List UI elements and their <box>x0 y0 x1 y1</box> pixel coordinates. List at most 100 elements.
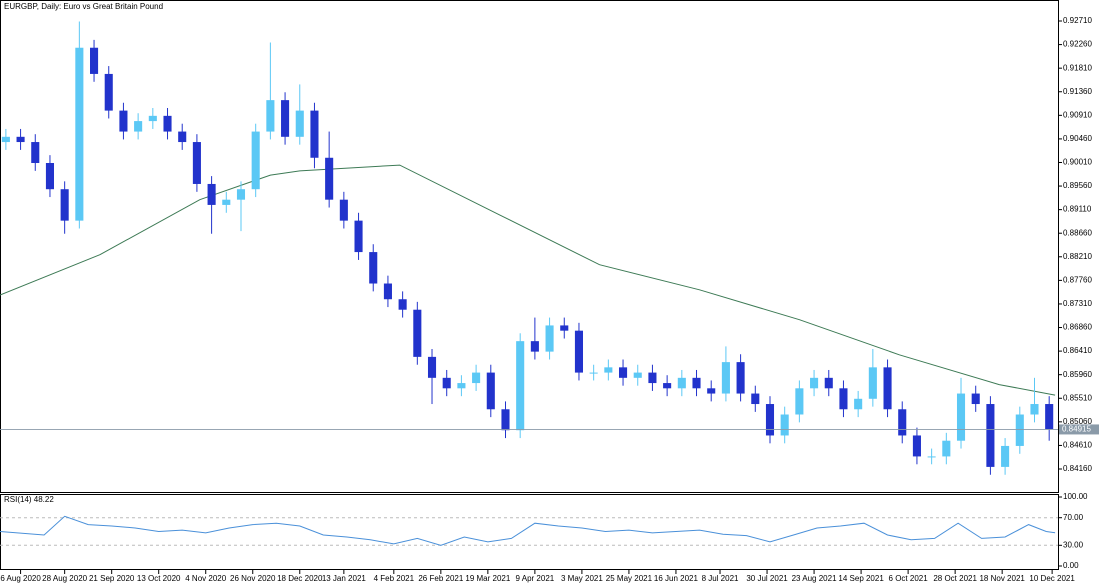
candle-body <box>707 388 716 394</box>
candle-body <box>486 372 495 410</box>
candle-body <box>619 367 628 378</box>
y-tick-label: 0.87310 <box>1063 299 1092 308</box>
candle-body <box>516 341 525 431</box>
last-price-label: 0.84915 <box>1062 425 1091 434</box>
x-tick-label: 21 Sep 2020 <box>89 574 135 583</box>
candle-body <box>148 115 157 122</box>
candle-body <box>163 115 172 132</box>
candle-body <box>854 398 863 410</box>
candle-body <box>824 377 833 389</box>
candle-body <box>883 367 892 410</box>
x-tick-label: 13 Jan 2021 <box>322 574 367 583</box>
candle-body <box>677 377 686 389</box>
candle-body <box>45 163 55 190</box>
candle-body <box>398 299 407 310</box>
y-tick-label: 0.84610 <box>1063 441 1092 450</box>
y-tick-label: 0.85960 <box>1063 370 1092 379</box>
candle-body <box>60 189 69 221</box>
candle-body <box>912 435 921 457</box>
candle-body <box>281 100 290 137</box>
candle-body <box>530 341 539 352</box>
x-tick-label: 4 Nov 2020 <box>185 574 226 583</box>
candle-body <box>956 393 966 441</box>
candle-body <box>369 252 378 284</box>
candle-body <box>472 372 481 384</box>
candle-body <box>765 404 775 436</box>
rsi-title: RSI(14) 48.22 <box>4 495 54 504</box>
candle-body <box>736 362 745 394</box>
candle-body <box>310 110 319 158</box>
y-tick-label: 0.85510 <box>1063 393 1092 402</box>
candle-body <box>986 404 995 467</box>
candle-body <box>383 283 392 300</box>
y-tick-label: 0.88660 <box>1063 228 1092 237</box>
y-tick-label: 0.90010 <box>1063 158 1092 167</box>
candle-body <box>427 356 437 378</box>
x-tick-label: 25 May 2021 <box>606 574 653 583</box>
candle-body <box>633 372 642 378</box>
x-tick-label: 18 Nov 2021 <box>979 574 1025 583</box>
candle-body <box>251 131 260 190</box>
candle-body <box>178 131 187 143</box>
x-tick-label: 28 Aug 2020 <box>42 574 87 583</box>
candle-body <box>810 377 819 389</box>
candle-body <box>1 136 10 143</box>
candle-body <box>134 121 143 132</box>
x-tick-label: 28 Oct 2021 <box>933 574 977 583</box>
candle-body <box>589 372 598 374</box>
candle-body <box>1015 414 1024 446</box>
candle-body <box>692 377 701 389</box>
candle-body <box>560 325 569 331</box>
candle-body <box>325 157 334 200</box>
candle-body <box>663 383 672 389</box>
last-price-box <box>1059 424 1099 435</box>
y-tick-label: 0.91360 <box>1063 87 1092 96</box>
x-tick-label: 13 Oct 2020 <box>137 574 181 583</box>
candle-body <box>222 199 231 205</box>
candle-body <box>574 330 584 373</box>
candle-body <box>942 440 951 457</box>
y-tick-label: 0.89110 <box>1063 205 1092 214</box>
candle-body <box>751 393 760 405</box>
candle-body <box>501 409 510 431</box>
candle-body <box>75 47 84 221</box>
candle-body <box>207 183 216 205</box>
y-tick-label: 30.00 <box>1063 540 1084 549</box>
x-tick-label: 26 Feb 2021 <box>418 574 463 583</box>
candle-body <box>721 362 730 394</box>
candle-body <box>795 388 804 415</box>
candle-body <box>1001 445 1010 467</box>
x-tick-label: 14 Sep 2021 <box>838 574 884 583</box>
price-panel <box>0 0 1059 493</box>
y-tick-label: 0.89560 <box>1063 181 1092 190</box>
y-tick-label: 70.00 <box>1063 513 1084 522</box>
candle-body <box>339 199 348 221</box>
candle-body <box>604 367 613 373</box>
x-tick-label: 16 Jun 2021 <box>654 574 699 583</box>
x-tick-label: 30 Jul 2021 <box>746 574 788 583</box>
y-tick-label: 100.00 <box>1063 492 1088 501</box>
x-tick-label: 23 Aug 2021 <box>792 574 837 583</box>
candle-body <box>1045 404 1054 430</box>
y-tick-label: 0.92260 <box>1063 40 1092 49</box>
x-tick-label: 18 Dec 2020 <box>277 574 323 583</box>
candle-body <box>90 47 99 74</box>
x-tick-label: 6 Aug 2020 <box>0 574 41 583</box>
candle-body <box>236 189 246 200</box>
candle-body <box>354 220 363 253</box>
candle-body <box>868 367 877 399</box>
y-tick-label: 0.86860 <box>1063 323 1092 332</box>
x-tick-label: 4 Feb 2021 <box>374 574 415 583</box>
candle-body <box>971 393 980 405</box>
moving-average <box>0 164 1056 396</box>
y-tick-label: 0.91810 <box>1063 63 1092 72</box>
x-tick-label: 9 Apr 2021 <box>516 574 555 583</box>
candle-body <box>119 110 128 132</box>
rsi-line <box>0 515 1056 546</box>
y-tick-label: 0.84160 <box>1063 464 1092 473</box>
chart-title: EURGBP, Daily: Euro vs Great Britain Pou… <box>4 2 163 11</box>
y-tick-label: 0.90910 <box>1063 110 1092 119</box>
candle-body <box>780 414 789 436</box>
y-tick-label: 0.86410 <box>1063 346 1092 355</box>
y-tick-label: 0.92710 <box>1063 16 1092 25</box>
